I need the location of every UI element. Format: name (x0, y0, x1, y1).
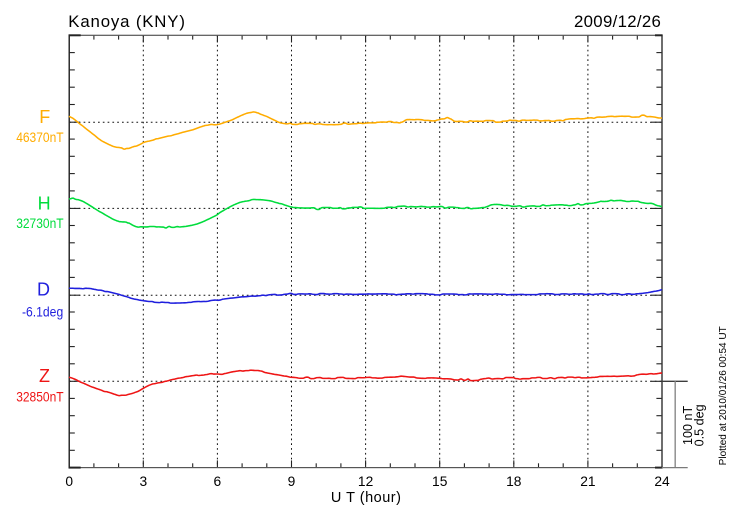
svg-text:32850nT: 32850nT (16, 389, 64, 405)
svg-text:6: 6 (214, 474, 222, 489)
svg-text:Plotted at 2010/01/26 00:54 UT: Plotted at 2010/01/26 00:54 UT (718, 326, 729, 465)
svg-text:18: 18 (506, 474, 522, 489)
svg-text:46370nT: 46370nT (16, 130, 64, 146)
svg-text:0: 0 (65, 474, 73, 489)
svg-text:Kanoya (KNY): Kanoya (KNY) (68, 12, 185, 31)
svg-text:H: H (38, 194, 51, 214)
svg-text:D: D (37, 280, 50, 300)
svg-text:2009/12/26: 2009/12/26 (574, 12, 661, 31)
svg-text:F: F (39, 107, 50, 127)
svg-text:-6.1deg: -6.1deg (22, 304, 63, 320)
svg-text:32730nT: 32730nT (16, 216, 64, 232)
svg-text:3: 3 (139, 474, 147, 489)
svg-text:Z: Z (39, 366, 50, 386)
svg-text:100 nT: 100 nT (681, 405, 695, 445)
svg-text:0.5 deg: 0.5 deg (692, 404, 706, 446)
svg-text:24: 24 (654, 474, 670, 489)
svg-text:9: 9 (288, 474, 296, 489)
svg-text:U T (hour): U T (hour) (331, 490, 402, 506)
svg-text:12: 12 (358, 474, 373, 489)
svg-text:15: 15 (432, 474, 448, 489)
svg-text:21: 21 (580, 474, 595, 489)
